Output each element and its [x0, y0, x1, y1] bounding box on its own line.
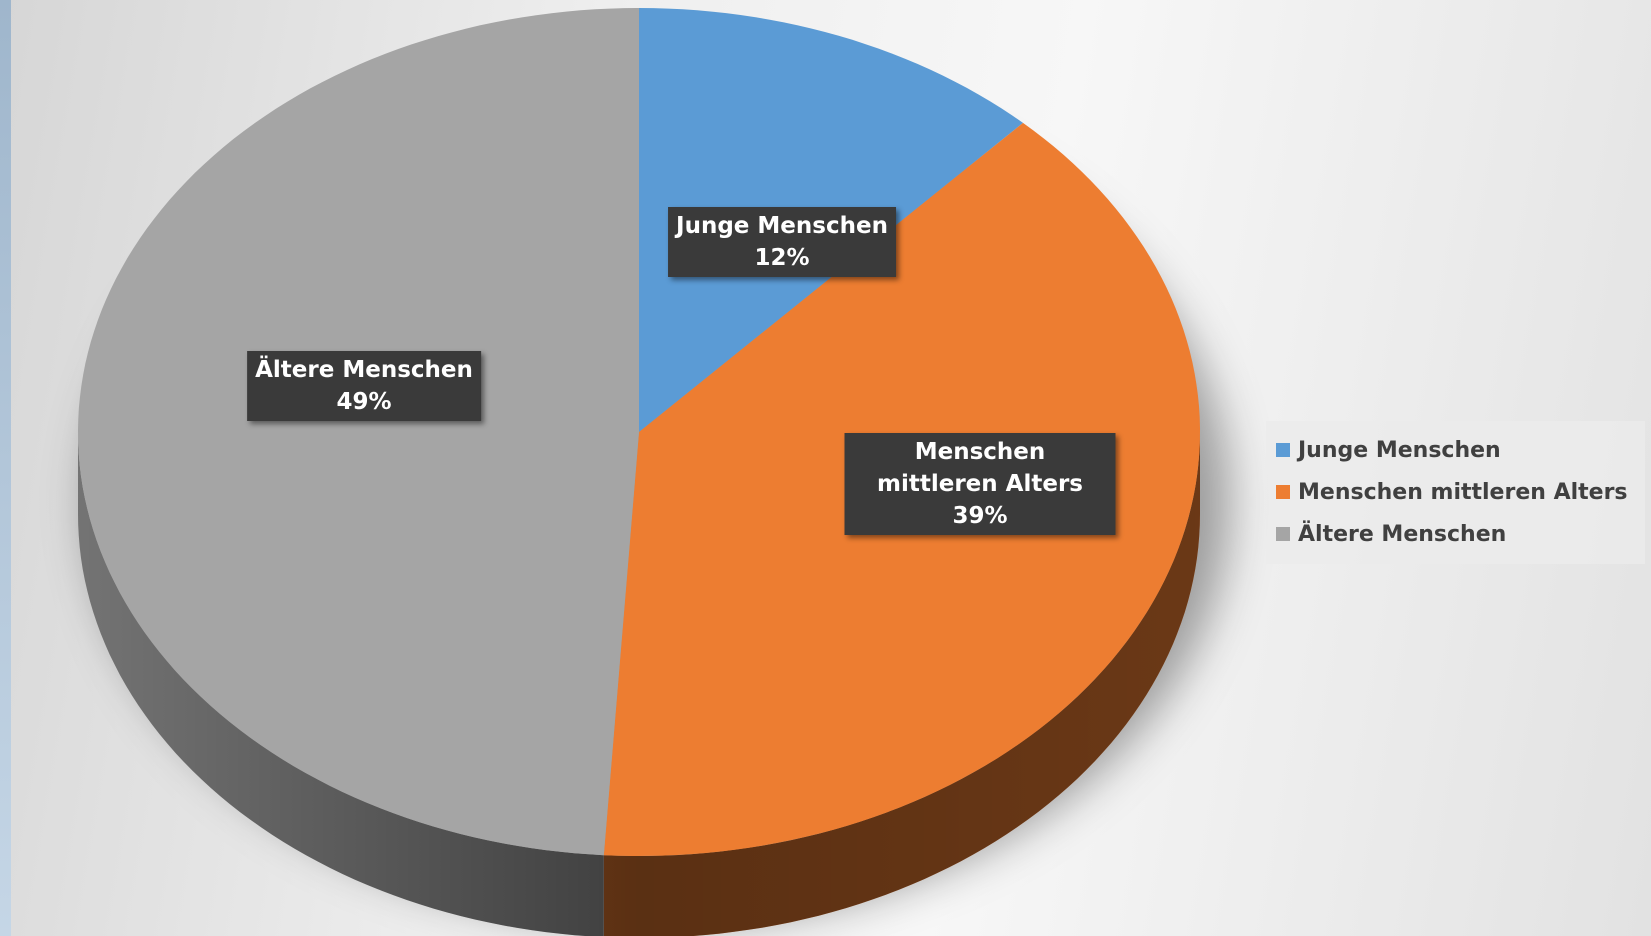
- data-label-name: Junge Menschen: [676, 213, 888, 239]
- legend-item: Junge Menschen: [1276, 429, 1635, 471]
- legend-swatch: [1276, 443, 1290, 457]
- legend-swatch: [1276, 485, 1290, 499]
- legend-item: Ältere Menschen: [1276, 513, 1635, 555]
- data-label: Menschen mittleren Alters 39%: [844, 433, 1116, 535]
- pie-wall-shade: [603, 432, 1200, 936]
- legend-swatch: [1276, 527, 1290, 541]
- data-label-name: Menschen mittleren Alters: [877, 439, 1083, 497]
- data-label-value: 49%: [336, 389, 392, 415]
- data-label-value: 39%: [952, 503, 1008, 529]
- legend-label: Menschen mittleren Alters: [1298, 479, 1628, 505]
- pie-slice: [78, 8, 639, 856]
- legend-label: Junge Menschen: [1298, 437, 1501, 463]
- legend: Junge Menschen Menschen mittleren Alters Ä…: [1266, 421, 1645, 564]
- legend-label: Ältere Menschen: [1298, 521, 1507, 547]
- data-label: Junge Menschen 12%: [668, 207, 896, 277]
- data-label-name: Ältere Menschen: [255, 357, 473, 383]
- data-label: Ältere Menschen 49%: [247, 351, 481, 421]
- data-label-value: 12%: [754, 245, 810, 271]
- pie-wall-shade: [78, 432, 604, 936]
- side-bar: [0, 0, 11, 936]
- legend-item: Menschen mittleren Alters: [1276, 471, 1635, 513]
